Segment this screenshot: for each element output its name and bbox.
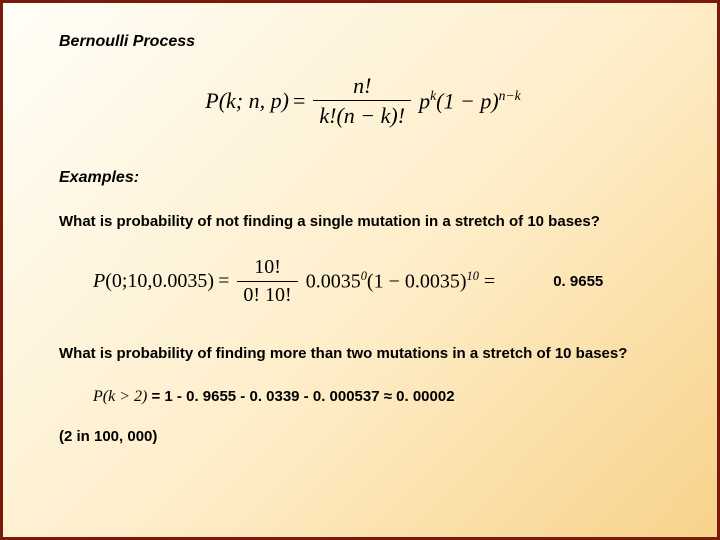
example1-formula: PP(0;10,0.0035)(0;10,0.0035) = 10! 0! 10… <box>93 256 495 307</box>
question-2: What is probability of finding more than… <box>59 345 667 362</box>
formula-exp-nk: n−k <box>499 88 521 103</box>
ex1-lhs: PP(0;10,0.0035)(0;10,0.0035) <box>93 271 214 291</box>
example1-row: PP(0;10,0.0035)(0;10,0.0035) = 10! 0! 10… <box>93 256 667 307</box>
ex1-taileq: = <box>479 271 495 293</box>
paren-note: (2 in 100, 000) <box>59 428 667 445</box>
ex1-mid: (1 − 0.0035) <box>367 271 467 293</box>
fraction-numerator: n! <box>347 73 377 100</box>
formula-p: p <box>419 88 430 113</box>
formula-fraction: n! k!(n − k)! <box>313 73 411 129</box>
ex1-eq: = <box>218 271 229 291</box>
example1-result: 0. 9655 <box>553 273 603 290</box>
fraction-denominator: k!(n − k)! <box>313 100 411 128</box>
formula-1mp: (1 − p) <box>436 88 499 113</box>
formula-eq: = <box>293 90 305 112</box>
slide-title: Bernoulli Process <box>59 33 667 51</box>
question-1: What is probability of not finding a sin… <box>59 213 667 230</box>
ex1-tail: 0.00350(1 − 0.0035)10 = <box>306 270 495 292</box>
pk-prefix: P(k > 2) <box>93 388 147 405</box>
ex1-sup2: 10 <box>467 269 479 283</box>
pk-rest: = 1 - 0. 9655 - 0. 0339 - 0. 000537 ≈ 0.… <box>147 388 454 405</box>
example2-equation: P(k > 2) = 1 - 0. 9655 - 0. 0339 - 0. 00… <box>93 388 667 406</box>
examples-heading: Examples: <box>59 169 667 187</box>
slide-container: Bernoulli Process P(k; n, p) = n! k!(n −… <box>0 0 720 540</box>
ex1-den: 0! 10! <box>237 281 297 307</box>
ex1-fraction: 10! 0! 10! <box>237 256 297 307</box>
formula-lhs: P(k; n, p) <box>205 90 289 112</box>
ex1-num: 10! <box>248 256 287 281</box>
ex1-base1: 0.0035 <box>306 271 361 293</box>
formula-tail: pk(1 − p)n−k <box>419 89 521 112</box>
bernoulli-formula: P(k; n, p) = n! k!(n − k)! pk(1 − p)n−k <box>59 73 667 129</box>
